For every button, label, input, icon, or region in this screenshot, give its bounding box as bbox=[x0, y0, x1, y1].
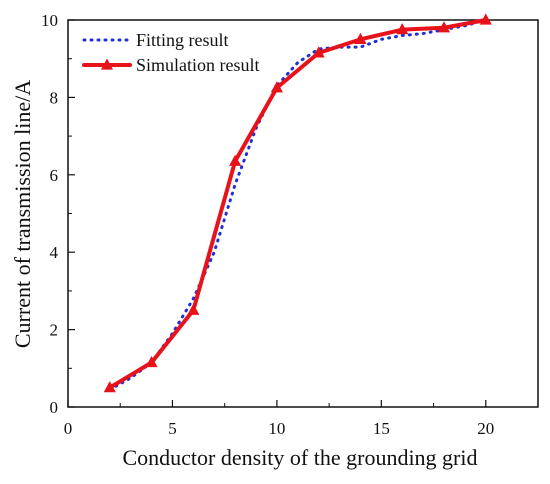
y-tick-label: 10 bbox=[41, 11, 58, 30]
x-tick-label: 0 bbox=[64, 419, 73, 438]
axes: 0 5 10 15 20 0 2 4 6 8 10 bbox=[41, 11, 539, 438]
y-tick-label: 8 bbox=[50, 88, 59, 107]
x-tick-label: 15 bbox=[373, 419, 390, 438]
simulation-triangle-marker bbox=[229, 154, 242, 166]
simulation-triangle-marker bbox=[187, 303, 200, 315]
simulation-triangle-marker bbox=[103, 381, 116, 393]
series-layer bbox=[103, 13, 492, 393]
simulation-triangle-marker bbox=[270, 81, 283, 93]
simulation-triangle-marker bbox=[145, 355, 158, 368]
y-tick-label: 6 bbox=[50, 166, 59, 185]
x-tick-label: 5 bbox=[168, 419, 177, 438]
y-tick-label: 4 bbox=[50, 243, 59, 262]
x-tick-label: 10 bbox=[268, 419, 285, 438]
x-axis-label: Conductor density of the grounding grid bbox=[122, 445, 477, 470]
plot-frame bbox=[67, 19, 539, 408]
simulation-triangle-marker bbox=[437, 21, 451, 33]
legend-fitting-label: Fitting result bbox=[136, 30, 229, 50]
simulation-triangle-marker bbox=[396, 23, 409, 35]
simulation-triangle-marker bbox=[354, 32, 367, 44]
simulation-triangle-marker bbox=[479, 13, 492, 25]
y-tick-label: 0 bbox=[50, 398, 59, 417]
simulation-triangle-marker bbox=[312, 46, 325, 58]
legend-simulation-label: Simulation result bbox=[136, 55, 260, 75]
legend-simulation-marker bbox=[100, 58, 114, 70]
y-tick-label: 2 bbox=[50, 321, 59, 340]
legend: Fitting result Simulation result bbox=[82, 30, 260, 75]
x-tick-label: 20 bbox=[477, 419, 494, 438]
y-axis-label: Current of transmission line/A bbox=[10, 80, 35, 348]
simulation-series-line bbox=[107, 18, 488, 390]
fitting-series-line bbox=[108, 18, 488, 392]
